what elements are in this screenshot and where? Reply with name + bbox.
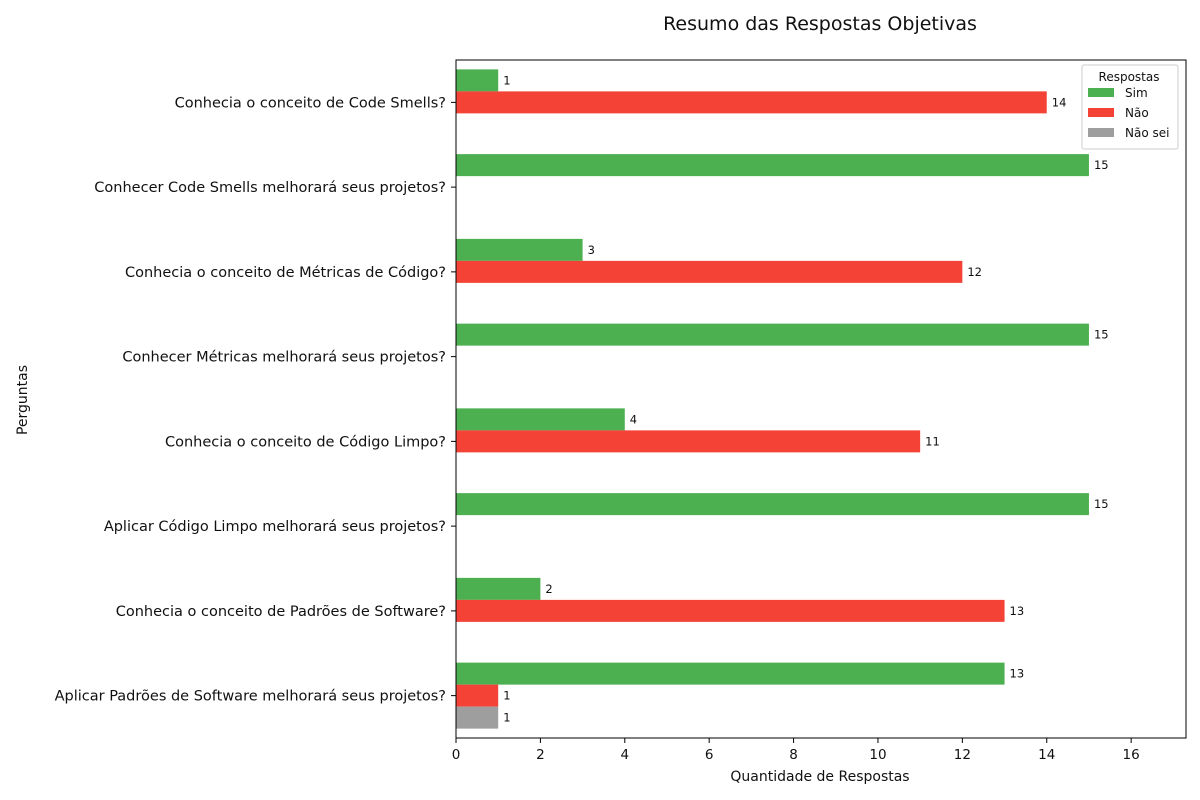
bar-sim bbox=[456, 408, 625, 431]
chart-title: Resumo das Respostas Objetivas bbox=[663, 13, 977, 35]
bar-sim bbox=[456, 493, 1089, 516]
data-label: 15 bbox=[1094, 158, 1109, 172]
data-label: 13 bbox=[1010, 667, 1025, 681]
y-axis-label: Perguntas bbox=[15, 365, 31, 435]
bar-sim bbox=[456, 577, 541, 600]
bar-sim bbox=[456, 154, 1089, 177]
data-label: 2 bbox=[545, 582, 552, 596]
legend-entry: Não sei bbox=[1125, 126, 1169, 140]
category-label: Conhecia o conceito de Métricas de Códig… bbox=[125, 265, 446, 281]
category-label: Conhecia o conceito de Code Smells? bbox=[175, 95, 446, 111]
x-tick-label: 10 bbox=[869, 747, 886, 763]
data-label: 3 bbox=[588, 243, 595, 257]
data-label: 11 bbox=[925, 434, 940, 448]
x-tick-label: 0 bbox=[452, 747, 461, 763]
bar-sim bbox=[456, 662, 1005, 685]
data-label: 15 bbox=[1094, 497, 1109, 511]
category-label: Conhecia o conceito de Padrões de Softwa… bbox=[116, 604, 446, 620]
x-tick-label: 12 bbox=[954, 747, 971, 763]
legend-swatch bbox=[1088, 108, 1114, 117]
category-label: Aplicar Código Limpo melhorará seus proj… bbox=[104, 519, 446, 535]
data-label: 4 bbox=[630, 412, 637, 426]
bar-não bbox=[456, 260, 963, 283]
x-tick-label: 16 bbox=[1123, 747, 1140, 763]
x-axis-ticks: 0 2 4 6 8 10 12 14 16 bbox=[451, 101, 1140, 763]
category-label: Conhecer Code Smells melhorará seus proj… bbox=[94, 180, 446, 196]
legend-entry: Sim bbox=[1125, 86, 1148, 100]
legend-swatch bbox=[1088, 128, 1114, 137]
bar-não-sei bbox=[456, 706, 499, 729]
x-tick-label: 4 bbox=[620, 747, 629, 763]
bar-sim bbox=[456, 238, 583, 261]
bar-não bbox=[456, 430, 921, 453]
category-label: Conhecer Métricas melhorará seus projeto… bbox=[122, 350, 446, 366]
bar-sim bbox=[456, 69, 499, 92]
data-label: 14 bbox=[1052, 95, 1067, 109]
data-label: 1 bbox=[503, 711, 510, 725]
data-label: 12 bbox=[967, 265, 982, 279]
data-label: 1 bbox=[503, 73, 510, 87]
bar-não bbox=[456, 599, 1005, 622]
x-tick-label: 8 bbox=[789, 747, 798, 763]
category-label: Conhecia o conceito de Código Limpo? bbox=[165, 434, 446, 450]
data-label: 15 bbox=[1094, 328, 1109, 342]
legend-entry: Não bbox=[1125, 106, 1149, 120]
category-labels: Conhecia o conceito de Code Smells? Conhe… bbox=[55, 95, 446, 704]
legend-swatch bbox=[1088, 88, 1114, 97]
bar-não bbox=[456, 91, 1047, 114]
plot-frame bbox=[455, 59, 1187, 739]
x-axis-label: Quantidade de Respostas bbox=[730, 769, 909, 785]
bar-sim bbox=[456, 323, 1089, 346]
category-label: Aplicar Padrões de Software melhorará se… bbox=[55, 689, 446, 705]
bar-não bbox=[456, 684, 499, 707]
x-tick-label: 14 bbox=[1038, 747, 1055, 763]
legend: Respostas Sim Não Não sei bbox=[1081, 64, 1179, 150]
data-label: 13 bbox=[1010, 604, 1025, 618]
x-tick-label: 2 bbox=[536, 747, 545, 763]
legend-title: Respostas bbox=[1099, 70, 1160, 84]
data-label: 1 bbox=[503, 689, 510, 703]
x-tick-label: 6 bbox=[705, 747, 714, 763]
